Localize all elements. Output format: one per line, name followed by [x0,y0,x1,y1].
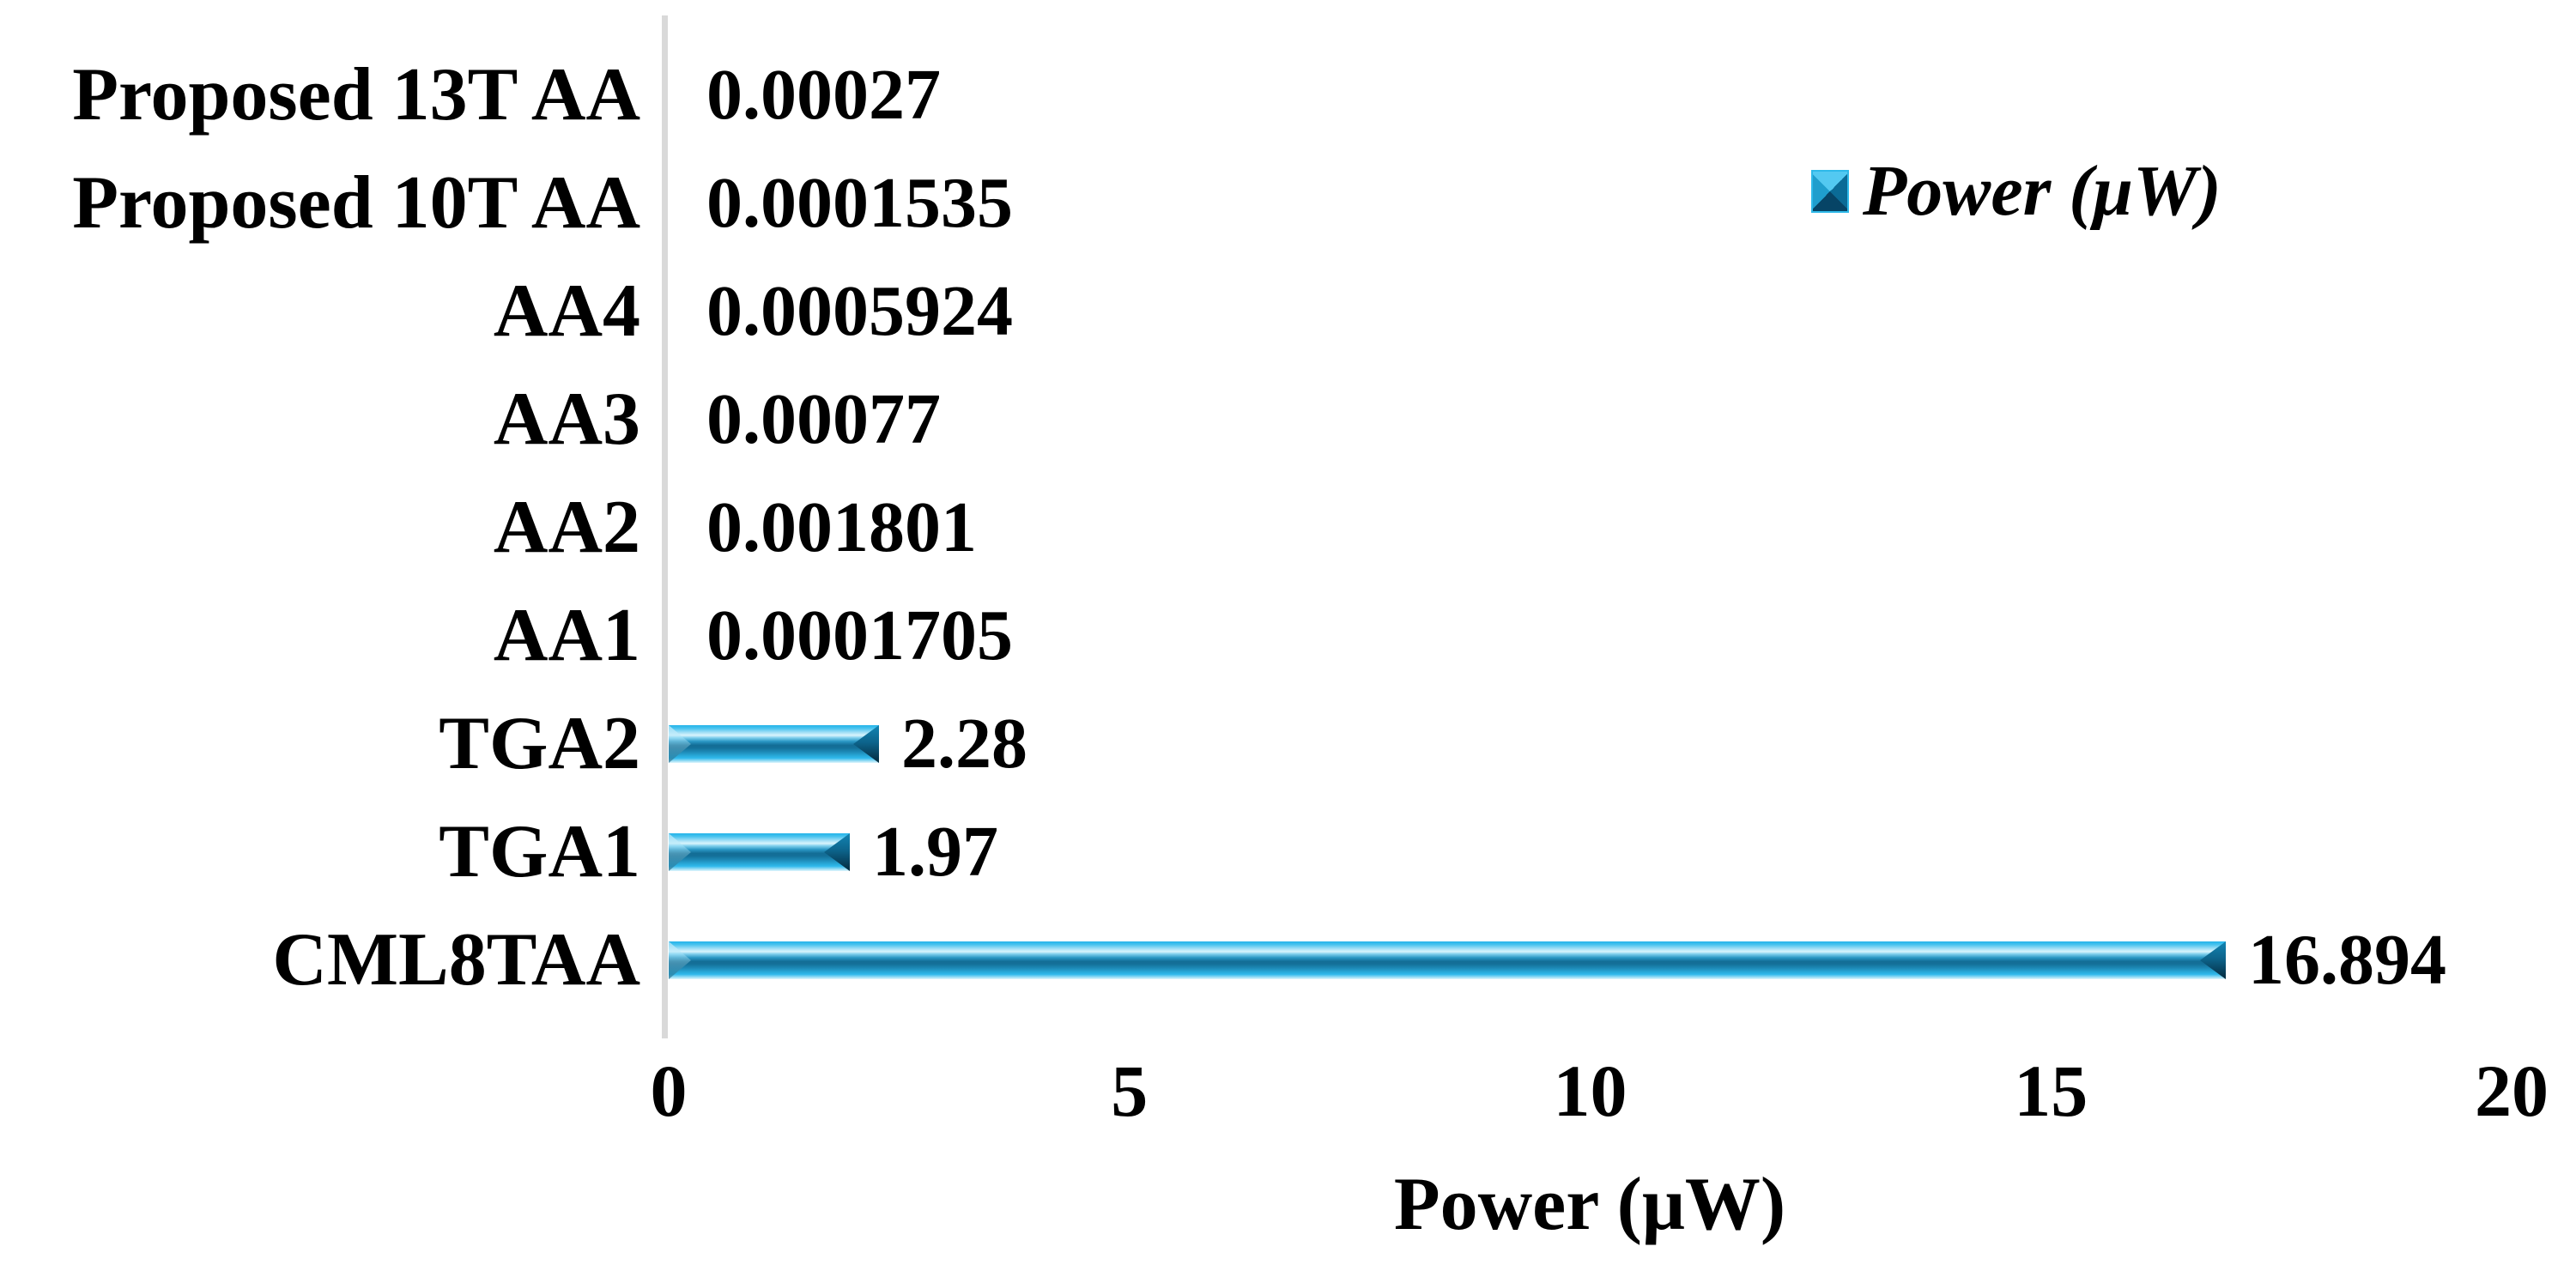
x-tick-label: 15 [2014,1050,2088,1132]
value-label: 0.0001705 [706,596,1013,675]
value-label: 1.97 [872,812,998,892]
legend-marker-icon [1811,170,1849,213]
value-label: 0.0001535 [706,163,1013,243]
legend: Power (μW) [1811,139,2221,244]
value-label: 0.0005924 [706,271,1013,351]
category-label: AA2 [493,486,640,569]
y-axis-line [662,15,668,1038]
x-tick-label: 10 [1553,1050,1627,1132]
bar [669,833,850,871]
category-label: AA4 [493,269,640,353]
value-label: 0.00027 [706,55,941,135]
value-label: 0.001801 [706,487,977,567]
category-label: AA3 [493,378,640,461]
value-label: 16.894 [2248,920,2446,1000]
x-tick-label: 5 [1111,1050,1149,1132]
category-label: Proposed 10T AA [72,161,640,245]
x-axis-title: Power (μW) [1393,1163,1786,1246]
x-axis-ticks: 0 5 10 15 20 [0,1051,2576,1130]
category-label: CML8TAA [272,918,640,1002]
plot-area: Proposed 13T AA 0.00027 Proposed 10T AA 0.0… [0,0,2576,1056]
category-label: Proposed 13T AA [72,53,640,136]
category-label: AA1 [493,594,640,677]
category-label: TGA2 [439,702,640,785]
x-tick-label: 0 [650,1050,688,1132]
bar [669,941,2226,979]
value-label: 2.28 [901,704,1027,784]
category-label: TGA1 [439,810,640,893]
x-tick-label: 20 [2475,1050,2549,1132]
legend-label: Power (μW) [1863,151,2221,231]
value-label: 0.00077 [706,379,941,459]
bar [669,725,879,763]
